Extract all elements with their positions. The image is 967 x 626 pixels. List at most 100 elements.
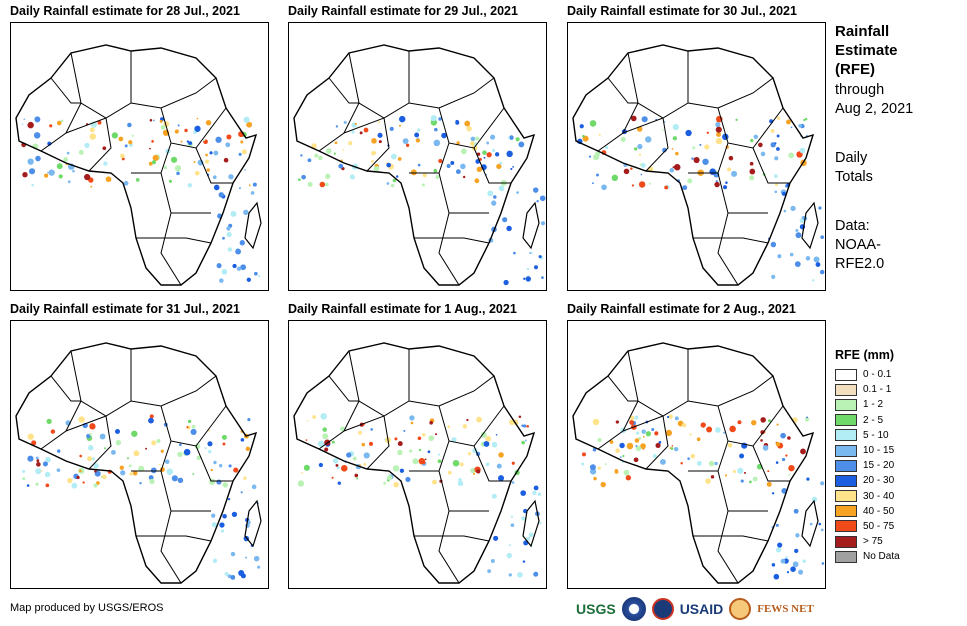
rainfall-cell <box>348 141 353 146</box>
country-border <box>408 77 495 109</box>
rainfall-cell <box>780 432 786 439</box>
rainfall-cell <box>224 571 229 576</box>
rainfall-cell <box>79 469 82 473</box>
rainfall-cell <box>671 147 674 150</box>
country-border <box>645 415 669 470</box>
rainfall-cell <box>87 456 93 462</box>
africa-map-svg <box>572 44 825 286</box>
rainfall-cell <box>31 440 37 446</box>
rainfall-cell <box>240 140 244 144</box>
rainfall-cell <box>604 463 607 466</box>
rainfall-cell <box>518 141 525 148</box>
rainfall-cell <box>510 515 514 518</box>
rainfall-cell <box>771 492 775 495</box>
rainfall-cell <box>633 147 638 151</box>
rainfall-cell <box>709 168 716 175</box>
rainfall-cell <box>715 137 723 145</box>
rainfall-cell <box>775 523 779 527</box>
rainfall-cell <box>82 481 85 484</box>
rainfall-cell <box>495 433 498 436</box>
agency-logos: USGS USAID FEWS NET <box>576 596 826 622</box>
rainfall-cell <box>795 533 800 538</box>
country-border <box>348 51 410 119</box>
rainfall-cell <box>35 456 39 460</box>
rainfall-cell <box>636 431 640 435</box>
rainfall-cell <box>166 468 174 475</box>
rainfall-cell <box>728 155 734 161</box>
rainfall-cell <box>433 139 441 147</box>
rainfall-cell <box>164 459 170 465</box>
rainfall-cell <box>483 156 486 159</box>
rainfall-cell <box>194 170 200 176</box>
side-info: Rainfall Estimate (RFE) through Aug 2, 2… <box>835 22 965 288</box>
rainfall-cell <box>395 175 399 178</box>
rainfall-cell <box>22 172 28 178</box>
rainfall-cell <box>377 132 383 138</box>
rainfall-cell <box>781 457 786 462</box>
rainfall-cell <box>715 180 718 183</box>
legend-title: RFE (mm) <box>835 348 895 362</box>
panel-title: Daily Rainfall estimate for 2 Aug., 2021 <box>567 302 796 316</box>
rainfall-cell <box>257 274 261 278</box>
rainfall-cell <box>526 267 530 271</box>
rainfall-cell <box>209 151 213 155</box>
rainfall-cell <box>789 252 794 257</box>
rainfall-cell <box>648 182 651 185</box>
rainfall-cell <box>50 429 56 434</box>
rainfall-cell <box>168 179 173 183</box>
rainfall-cell <box>340 465 348 472</box>
rainfall-cell <box>456 141 460 145</box>
rainfall-cell <box>714 461 718 466</box>
rainfall-cell <box>785 454 788 457</box>
legend-label: 20 - 30 <box>863 475 895 487</box>
legend-swatch <box>835 383 857 396</box>
rainfall-map <box>288 22 547 291</box>
rainfall-cell <box>615 420 619 424</box>
rainfall-cell <box>664 185 669 190</box>
rainfall-cell <box>219 464 223 468</box>
rainfall-cell <box>716 120 719 123</box>
rainfall-cell <box>36 459 40 463</box>
rainfall-cell <box>398 124 402 127</box>
usgs-logo-icon: USGS <box>576 601 616 617</box>
rainfall-cell <box>729 425 736 433</box>
rainfall-cell <box>805 256 811 261</box>
country-border <box>328 375 359 402</box>
rainfall-cell <box>78 416 85 423</box>
rainfall-cell <box>56 163 63 170</box>
rainfall-cell <box>110 449 116 455</box>
rainfall-cell <box>538 255 542 259</box>
rainfall-cell <box>219 522 225 528</box>
madagascar-outline <box>244 499 262 548</box>
through-value: Aug 2, 2021 <box>835 101 914 117</box>
rainfall-cell <box>35 468 42 475</box>
rainfall-cell <box>22 477 26 481</box>
rainfall-cell <box>378 140 382 144</box>
legend-label: 2 - 5 <box>863 414 884 426</box>
rainfall-cell <box>758 142 763 148</box>
rainfall-cell <box>422 173 427 178</box>
rainfall-cell <box>521 516 526 521</box>
rainfall-cell <box>331 476 334 479</box>
rainfall-cell <box>820 481 825 486</box>
rainfall-cell <box>335 125 338 128</box>
coastline <box>572 342 815 584</box>
rainfall-cell <box>36 462 41 467</box>
rainfall-cell <box>89 432 92 436</box>
rainfall-cell <box>235 248 241 255</box>
rainfall-cell <box>595 151 601 157</box>
country-border <box>752 147 790 184</box>
rainfall-cell <box>821 562 825 565</box>
country-border <box>438 107 505 149</box>
rainfall-cell <box>247 418 251 422</box>
rainfall-cell <box>132 471 138 476</box>
rainfall-cell <box>740 479 744 483</box>
rainfall-cell <box>533 485 539 491</box>
country-border <box>160 212 182 286</box>
rainfall-cell <box>230 210 237 217</box>
rainfall-cell <box>349 174 355 180</box>
rainfall-cell <box>297 480 305 487</box>
rainfall-cell <box>399 115 406 123</box>
rainfall-cell <box>725 181 728 184</box>
rainfall-cell <box>71 482 78 489</box>
